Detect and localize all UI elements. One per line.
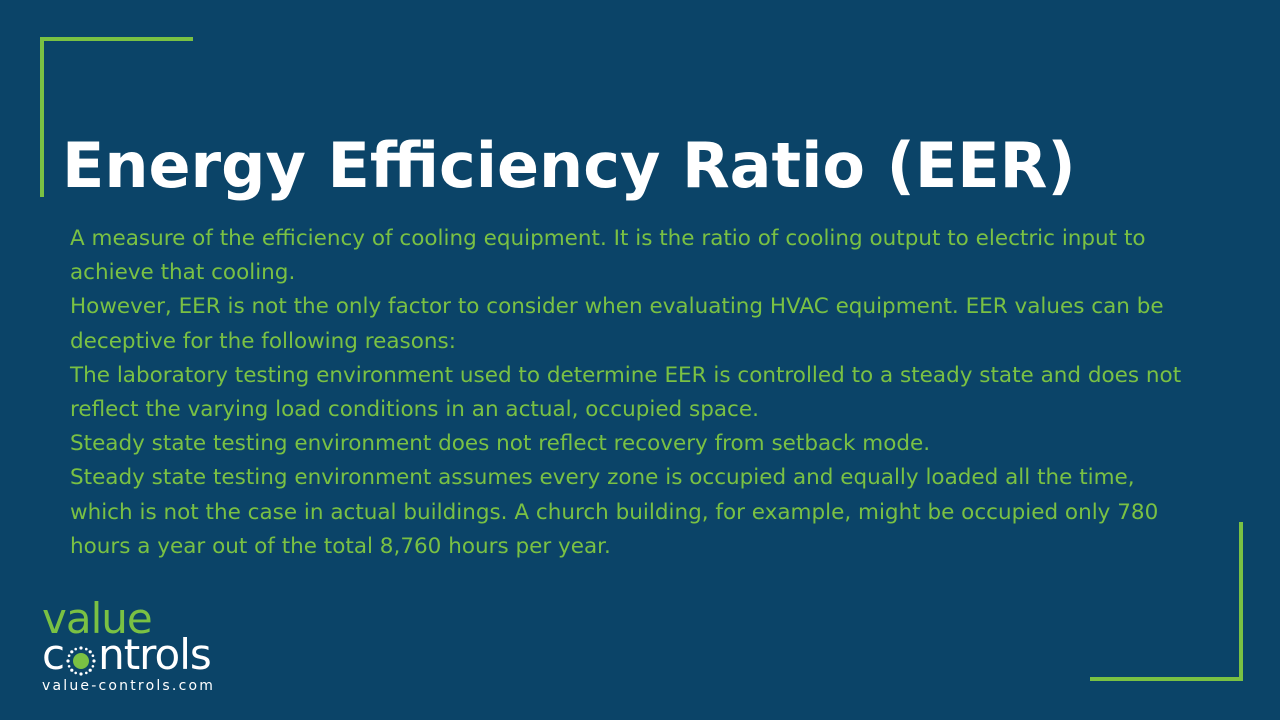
sun-icon — [65, 642, 97, 676]
body-paragraph: Steady state testing environment does no… — [70, 431, 931, 457]
body-paragraph: A measure of the efficiency of cooling e… — [70, 226, 1146, 286]
frame-corner-bottom-right-vertical — [1239, 522, 1243, 681]
frame-corner-top-left-horizontal — [40, 37, 193, 41]
company-logo: value c — [40, 598, 260, 698]
slide-title: Energy Efficiency Ratio (EER) — [62, 129, 1076, 202]
logo-word-controls-prefix: c — [42, 630, 65, 679]
body-paragraph: However, EER is not the only factor to c… — [70, 294, 1164, 354]
frame-corner-bottom-right-horizontal — [1090, 677, 1243, 681]
logo-url: value-controls.com — [42, 678, 216, 694]
logo-word-controls-suffix: ntrols — [98, 630, 212, 679]
logo-word-controls: c — [42, 630, 212, 679]
body-paragraph: Steady state testing environment assumes… — [70, 465, 1159, 559]
body-paragraph: The laboratory testing environment used … — [70, 362, 1182, 423]
logo-word-value: value — [42, 594, 153, 643]
slide-body: A measure of the efficiency of cooling e… — [70, 222, 1200, 564]
frame-corner-top-left-vertical — [40, 37, 44, 197]
